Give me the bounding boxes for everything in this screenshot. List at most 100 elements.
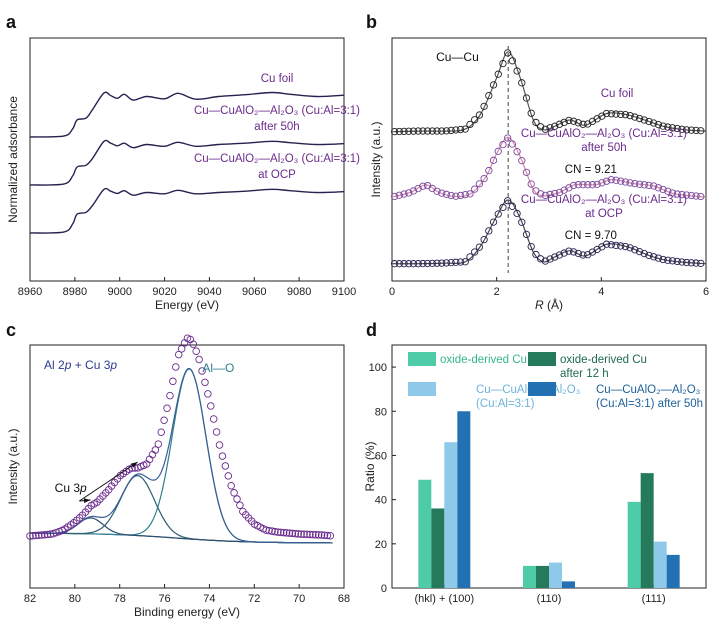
panel-b-data-point (428, 127, 436, 135)
panel-b-data-point (569, 248, 578, 256)
panel-b-data-point (682, 258, 691, 267)
panel-b-data-point (678, 258, 686, 266)
panel-b-data-point (504, 197, 512, 205)
panel-c-data-point (236, 501, 244, 510)
panel-b-data-point (621, 111, 630, 119)
panel-b-data-point (513, 67, 521, 75)
panel-c-data-point (209, 415, 218, 423)
panel-b-data-point (442, 259, 451, 267)
panel-c-x-tick-label: 82 (24, 593, 36, 605)
panel-c-data-point (192, 347, 200, 355)
panel-b-data-point (395, 127, 403, 136)
panel-b-data-point (678, 125, 686, 133)
panel-c-data-point (34, 531, 43, 539)
panel-b-data-point (645, 117, 653, 126)
panel-c-data-point (198, 367, 206, 375)
panel-b-data-point (447, 258, 455, 267)
panel-b-data-point (654, 254, 663, 262)
panel-b-data-point (579, 181, 587, 189)
panel-c-data-point (277, 528, 285, 537)
panel-b-data-point (621, 178, 630, 186)
panel-a-x-tick-label: 9040 (197, 286, 221, 298)
panel-c-data-point (294, 530, 302, 538)
panel-b-data-point (461, 125, 469, 133)
panel-b-data-point (555, 120, 564, 128)
panel-b-data-point (697, 259, 705, 268)
panel-c-data-point (233, 495, 241, 503)
panel-b-data-point (631, 246, 639, 254)
panel-b-data-point (499, 140, 507, 149)
panel-b-data-point (673, 257, 681, 266)
panel-c-data-point (306, 530, 314, 539)
panel-b-data-point (471, 116, 479, 124)
panel-b-data-point (400, 260, 408, 268)
panel-d-bar (640, 473, 654, 588)
panel-b-data-point (409, 260, 418, 268)
panel-b-data-point (579, 120, 587, 128)
panel-b-data-point (560, 249, 568, 257)
panel-b-data-point (569, 181, 578, 190)
panel-b-data-point (513, 209, 521, 218)
panel-b-data-point (419, 182, 427, 190)
panel-b-data-point (682, 191, 691, 199)
panel-b-data-point (579, 251, 587, 259)
panel-c-x-tick-label: 70 (293, 593, 305, 605)
panel-d-legend-label: after 12 h (560, 368, 609, 380)
panel-c-data-point (274, 528, 282, 536)
panel-b-data-point (466, 190, 474, 198)
panel-a-x-tick-label: 9000 (107, 286, 131, 298)
panel-c-data-point (204, 390, 212, 398)
panel-b-data-point (536, 190, 545, 198)
panel-a-series-label: Cu—CuAlO₂—Al₂O₃ (Cu:Al=3:1) (194, 153, 360, 165)
panel-b-data-point (536, 123, 545, 131)
panel-a-curve (29, 91, 345, 138)
panel-b-data-point (650, 253, 658, 261)
panel-b-data-point (640, 116, 648, 124)
panel-b-data-point (621, 242, 630, 251)
panel-a-x-tick-label: 9060 (242, 286, 266, 298)
panel-c-title-part: Al 2 (44, 358, 65, 372)
panel-b-data-point (513, 148, 521, 156)
panel-d-bar (523, 565, 536, 588)
panel-b-data-point (659, 185, 667, 194)
panel-b-data-point (485, 91, 493, 100)
panel-b-data-point (569, 117, 578, 125)
panel-b-data-point (659, 255, 667, 264)
panel-a-series-label: at OCP (258, 169, 296, 181)
panel-d-bar (457, 411, 471, 588)
panel-b-data-point (456, 191, 465, 200)
panel-c-data-point (172, 363, 180, 371)
panel-letter-c: c (6, 320, 16, 340)
panel-c-data-point (279, 528, 288, 537)
panel-d-legend-swatch (408, 382, 436, 396)
panel-b-data-point (499, 59, 507, 68)
panel-c-data-point (160, 416, 168, 424)
panel-b-data-point (560, 118, 568, 127)
panel-d-y-tick-label: 40 (375, 495, 387, 507)
panel-b-data-point (480, 174, 488, 183)
panel-b-data-point (626, 111, 634, 120)
panel-b-xlabel-r: R (535, 298, 544, 312)
panel-b-data-point (668, 124, 677, 132)
panel-a-series-label: Cu—CuAlO₂—Al₂O₃ (Cu:Al=3:1) (194, 105, 360, 117)
panel-c-data-point (43, 530, 52, 539)
panel-d-legend-label: (Cu:Al=3:1) (476, 398, 535, 410)
panel-b-data-point (452, 192, 460, 200)
panel-b-ylabel: Intensity (a.u.) (369, 121, 383, 197)
panel-c-data-point (265, 526, 273, 535)
panel-b-data-point (551, 253, 559, 261)
panel-b-data-point (508, 202, 517, 210)
panel-b-data-point (466, 120, 474, 129)
panel-b-fit-curve (391, 136, 707, 198)
panel-b-data-point (692, 192, 700, 200)
panel-b-data-point (574, 119, 582, 127)
panel-c-data-point (326, 532, 335, 540)
panel-b-data-point (480, 102, 488, 111)
panel-b-data-point (584, 181, 592, 189)
panel-c-data-point (224, 472, 233, 480)
panel-b-data-point (480, 235, 488, 244)
panel-c-title-part: p (64, 358, 72, 372)
panel-d-bar (444, 442, 458, 588)
panel-b-data-point (428, 259, 436, 267)
panel-c-x-tick-label: 68 (338, 593, 350, 605)
